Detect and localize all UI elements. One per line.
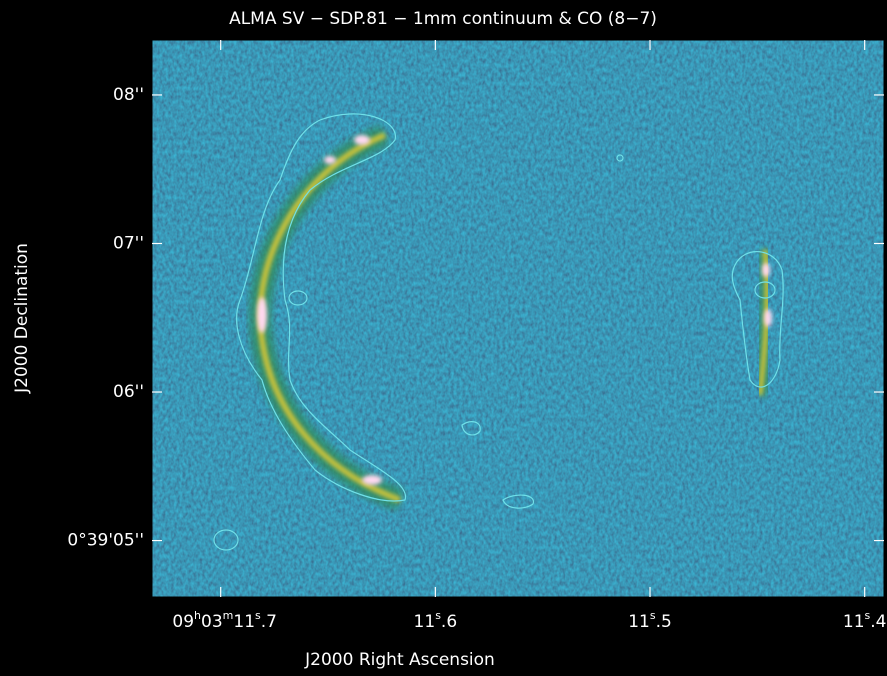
y-tick-label: 0°39'05'' xyxy=(67,531,144,551)
chart-title: ALMA SV − SDP.81 − 1mm continuum & CO (8… xyxy=(229,9,657,29)
y-tick-label: 06'' xyxy=(113,382,144,402)
y-axis-label: J2000 Declination xyxy=(12,243,32,394)
y-tick-label: 07'' xyxy=(113,233,144,253)
x-tick-label: 09h03m11s.7 xyxy=(172,609,277,633)
x-tick-label: 11s.6 xyxy=(414,609,458,633)
image xyxy=(152,40,884,597)
plot-frame xyxy=(151,39,885,598)
x-tick-label: 11s.4 xyxy=(843,609,887,633)
x-axis-label: J2000 Right Ascension xyxy=(304,650,495,670)
y-tick-label: 08'' xyxy=(113,85,144,105)
x-tick-label: 11s.5 xyxy=(628,609,672,633)
